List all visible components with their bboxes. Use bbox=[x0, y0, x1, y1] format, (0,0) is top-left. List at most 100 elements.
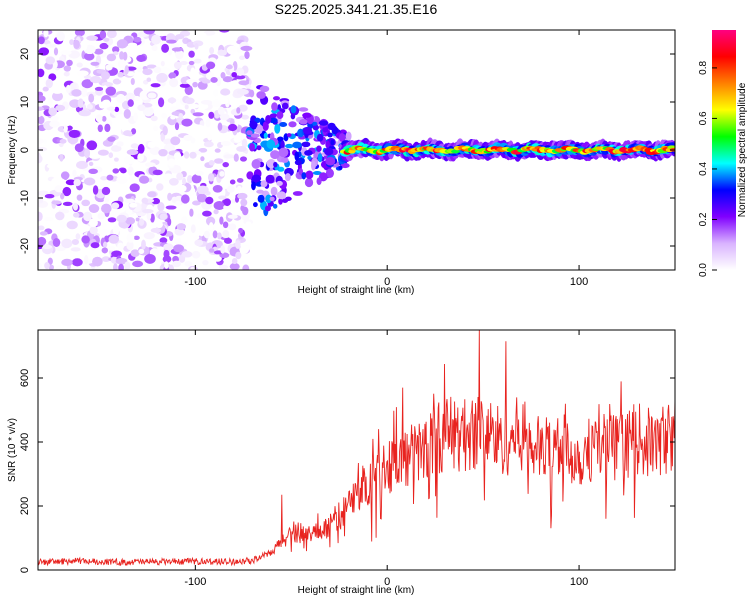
spectrogram-blob bbox=[292, 191, 303, 196]
spectrogram-blob bbox=[223, 154, 235, 159]
spectrogram-blob bbox=[290, 105, 297, 114]
spectrogram-blob bbox=[181, 216, 188, 224]
spectrogram-blob bbox=[281, 198, 289, 203]
spectrogram-blob bbox=[63, 71, 70, 77]
spectrogram-blob bbox=[124, 261, 131, 270]
spectrogram-blob bbox=[50, 209, 56, 216]
spectrogram-blob bbox=[325, 156, 336, 166]
spectrogram-blob bbox=[127, 99, 134, 107]
spectrogram-blob bbox=[189, 208, 194, 217]
spectrogram-blob bbox=[192, 81, 198, 88]
spectrogram-blob bbox=[184, 97, 195, 105]
spectrogram-blob bbox=[175, 200, 182, 206]
spectrogram-blob bbox=[45, 78, 53, 89]
spectrogram-blob bbox=[263, 132, 268, 139]
spectrogram-blob bbox=[241, 114, 250, 120]
spectrogram-blob bbox=[318, 120, 329, 126]
spectrogram-blob bbox=[231, 71, 238, 78]
spectrogram-blob bbox=[38, 236, 47, 246]
x-tick-label: -100 bbox=[184, 576, 206, 588]
spectrogram-blob bbox=[209, 46, 215, 55]
spectrogram-blob bbox=[162, 255, 172, 263]
spectrogram-blob bbox=[276, 111, 284, 120]
spectrogram-blob bbox=[101, 256, 111, 262]
spectrogram-blob bbox=[181, 251, 193, 258]
spectrogram-blob bbox=[130, 78, 135, 85]
spectrogram-blob bbox=[119, 51, 125, 60]
spectrogram-blob bbox=[222, 230, 230, 238]
spectrogram-blob bbox=[99, 30, 107, 40]
spectrogram-blob bbox=[193, 235, 200, 240]
spectrogram-blob bbox=[59, 154, 64, 162]
spectrogram-blob bbox=[127, 42, 138, 47]
spectrogram-blob bbox=[153, 125, 159, 132]
spectrogram-blob bbox=[144, 162, 156, 168]
spectrogram-blob bbox=[171, 111, 181, 116]
spectrogram-blob bbox=[176, 223, 187, 231]
spectrogram-blob bbox=[138, 248, 145, 254]
spectrogram-blob bbox=[340, 163, 350, 169]
spectrogram-blob bbox=[229, 118, 235, 126]
spectrogram-blob bbox=[165, 205, 177, 210]
spectrogram-blob bbox=[219, 30, 230, 33]
spectrogram-blob bbox=[223, 204, 232, 210]
spectrogram-blob bbox=[84, 255, 89, 265]
spectrogram-blob bbox=[284, 173, 291, 182]
y-tick-label: 10 bbox=[19, 96, 31, 108]
spectrogram-blob bbox=[54, 185, 64, 193]
spectrogram-blob bbox=[153, 66, 162, 74]
spectrogram-blob bbox=[161, 113, 168, 119]
spectrogram-blob bbox=[167, 218, 172, 226]
spectrogram-blob bbox=[116, 114, 127, 120]
spectrogram-blob bbox=[213, 209, 219, 215]
spectrogram-blob bbox=[256, 91, 266, 99]
spectrogram-blob bbox=[142, 68, 153, 76]
spectrogram-blob bbox=[257, 194, 265, 203]
spectrogram-blob bbox=[144, 253, 156, 264]
spectrogram-blob bbox=[217, 49, 227, 57]
spectrogram-blob bbox=[43, 40, 51, 45]
spectrogram-blob bbox=[219, 216, 224, 225]
spectrogram-blob bbox=[39, 231, 48, 236]
spectrogram-blob bbox=[242, 264, 250, 270]
spectrogram-blob bbox=[89, 154, 101, 159]
spectrogram-blob bbox=[41, 244, 53, 249]
spectrogram-blob bbox=[146, 77, 152, 82]
spectrogram-x-ticks: -100 0 100 bbox=[184, 30, 588, 288]
spectrogram-blob bbox=[106, 106, 116, 111]
spectrogram-blob bbox=[236, 177, 244, 183]
spectrogram-blob bbox=[61, 258, 73, 267]
spectrogram-blob bbox=[302, 126, 313, 135]
spectrogram-blob bbox=[451, 149, 460, 154]
spectrogram-blob bbox=[208, 248, 215, 253]
spectrogram-blob bbox=[129, 183, 140, 193]
spectrogram-blob bbox=[190, 266, 196, 270]
spectrogram-blob bbox=[38, 211, 43, 222]
spectrogram-blob bbox=[249, 89, 255, 98]
spectrogram-blob bbox=[330, 139, 335, 146]
spectrogram-blob bbox=[193, 124, 205, 130]
spectrogram-blob bbox=[166, 39, 177, 44]
spectrogram-blob bbox=[239, 55, 245, 61]
spectrogram-blob bbox=[113, 157, 119, 162]
spectrogram-blob bbox=[156, 183, 164, 191]
spectrogram-blob bbox=[134, 95, 141, 101]
spectrogram-blob bbox=[199, 120, 205, 127]
spectrogram-blob bbox=[101, 115, 107, 122]
spectrogram-blob bbox=[147, 141, 156, 149]
spectrogram-blob bbox=[146, 64, 157, 69]
spectrogram-blob bbox=[205, 216, 216, 226]
spectrogram-blob bbox=[50, 177, 61, 188]
spectrogram-blob bbox=[220, 245, 226, 254]
spectrogram-blob bbox=[168, 178, 179, 186]
spectrogram-blob bbox=[52, 238, 61, 247]
spectrogram-blob bbox=[99, 42, 109, 50]
spectrogram-blob bbox=[206, 61, 216, 70]
spectrogram-blob bbox=[173, 61, 182, 70]
spectrogram-blob bbox=[197, 213, 202, 219]
spectrogram-blob bbox=[158, 97, 165, 108]
spectrogram-blob bbox=[207, 133, 212, 141]
spectrogram-blob bbox=[130, 249, 140, 258]
